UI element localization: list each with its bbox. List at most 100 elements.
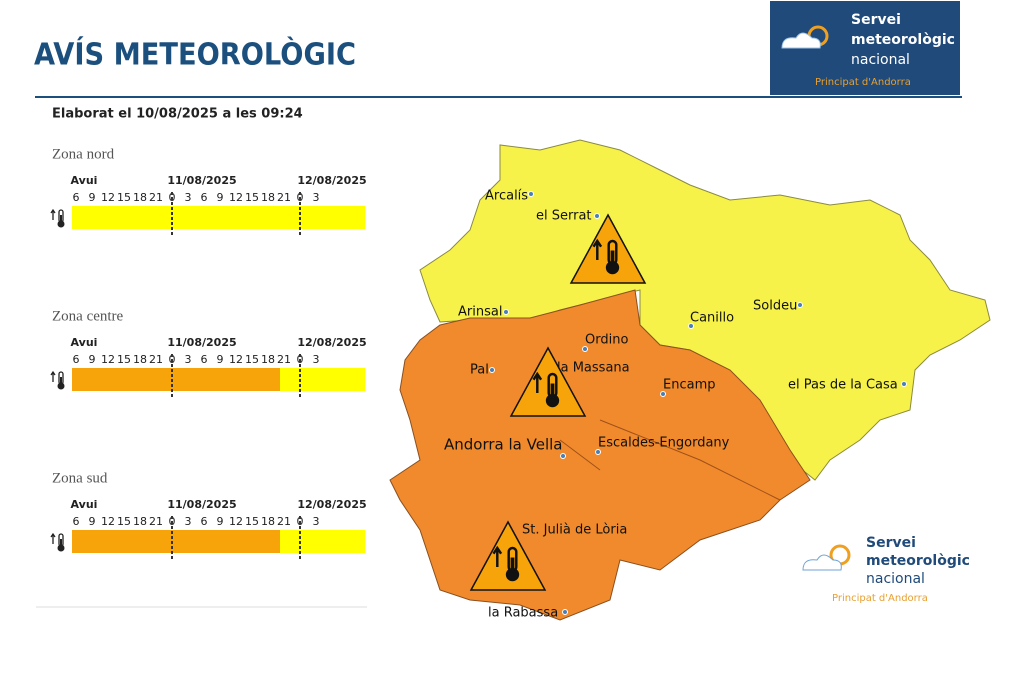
- logo-subtitle: Principat d'Andorra: [832, 593, 928, 604]
- place-dot: [562, 609, 568, 615]
- arrow-up: [50, 370, 56, 382]
- hour-label: 3: [185, 191, 192, 204]
- hour-label: 12: [101, 353, 115, 366]
- zone-centre-south: [389, 289, 811, 621]
- thermometer-icon: [492, 545, 520, 582]
- hour-label: 15: [117, 353, 131, 366]
- hour-label: 9: [217, 515, 224, 528]
- thermometer-bulb: [57, 220, 65, 228]
- place-dot: [594, 213, 600, 219]
- hour-label: 9: [217, 353, 224, 366]
- hour-label: 21: [277, 515, 291, 528]
- day-label: Avui: [71, 174, 98, 187]
- hour-label: 6: [201, 515, 208, 528]
- thermometer-icon: [592, 238, 620, 275]
- zone-name: Zona centre: [52, 308, 124, 324]
- hour-label: 18: [261, 353, 275, 366]
- hour-label: 12: [101, 191, 115, 204]
- hour-label: 9: [89, 353, 96, 366]
- hour-label: 18: [133, 191, 147, 204]
- hour-label: 3: [185, 353, 192, 366]
- warning-segment: [72, 206, 366, 229]
- hour-label: 6: [73, 191, 80, 204]
- logo-text: meteorològic: [851, 32, 955, 48]
- place-label: Ordino: [585, 333, 628, 348]
- place-dot: [595, 449, 601, 455]
- hour-label: 12: [229, 353, 243, 366]
- hour-label: 6: [73, 353, 80, 366]
- thermometer-icon: [50, 208, 65, 228]
- place-label: Arinsal: [458, 305, 502, 320]
- logo-text: nacional: [851, 52, 910, 68]
- place-label: St. Julià de Lòria: [522, 523, 627, 538]
- arrow-up: [50, 532, 56, 544]
- arrow-up: [492, 545, 503, 568]
- warning-segment: [280, 368, 366, 391]
- place-label: Escaldes-Engordany: [598, 436, 730, 451]
- day-label: 12/08/2025: [297, 174, 366, 187]
- hour-label: 21: [149, 353, 163, 366]
- hour-label: 21: [277, 353, 291, 366]
- issued: Elaborat el 10/08/2025 a les 09:24: [52, 107, 303, 122]
- thermometer-bulb: [545, 393, 560, 408]
- hour-label: 12: [229, 515, 243, 528]
- hour-label: 15: [245, 353, 259, 366]
- place-label: Pal: [470, 363, 489, 378]
- arrow-up: [532, 371, 543, 394]
- hour-label: 3: [313, 515, 320, 528]
- warning-segment: [72, 530, 280, 553]
- warning-segment: [280, 530, 366, 553]
- day-label: Avui: [71, 336, 98, 349]
- hour-label: 3: [313, 353, 320, 366]
- hour-label: 15: [245, 515, 259, 528]
- day-label: 11/08/2025: [167, 174, 236, 187]
- hour-label: 9: [89, 515, 96, 528]
- hour-label: 21: [277, 191, 291, 204]
- hour-label: 6: [201, 191, 208, 204]
- thermometer-icon: [50, 532, 65, 552]
- thermometer-bulb: [605, 260, 620, 275]
- day-label: 12/08/2025: [297, 336, 366, 349]
- map: [389, 139, 991, 621]
- hour-label: 21: [149, 515, 163, 528]
- hour-label: 6: [73, 515, 80, 528]
- place-dot: [797, 302, 803, 308]
- logo-cloud: [802, 554, 842, 571]
- place-dot: [901, 381, 907, 387]
- day-label: 11/08/2025: [167, 336, 236, 349]
- place-dot: [503, 309, 509, 315]
- hour-label: 18: [133, 515, 147, 528]
- place-label: Canillo: [690, 311, 734, 326]
- day-label: 12/08/2025: [297, 498, 366, 511]
- warning-segment: [72, 368, 280, 391]
- place-dot: [489, 367, 495, 373]
- hour-label: 9: [89, 191, 96, 204]
- place-dot: [582, 346, 588, 352]
- place-label: la Massana: [557, 361, 630, 376]
- place-label: Arcalís: [485, 189, 528, 204]
- place-dot: [528, 191, 534, 197]
- thermometer-icon: [50, 370, 65, 390]
- logo-cloud: [781, 32, 821, 49]
- hour-label: 15: [245, 191, 259, 204]
- day-label: Avui: [71, 498, 98, 511]
- thermometer-bulb: [505, 567, 520, 582]
- place-label: Encamp: [663, 378, 715, 393]
- place-label: el Serrat: [536, 209, 592, 224]
- place-label: Andorra la Vella: [444, 436, 562, 454]
- hour-label: 3: [313, 191, 320, 204]
- logo-subtitle: Principat d'Andorra: [815, 77, 911, 88]
- logo: Servei meteorològic nacional Principat d…: [770, 1, 960, 95]
- thermometer-bulb: [57, 382, 65, 390]
- logo-map: Servei meteorològic nacional Principat d…: [795, 528, 970, 608]
- day-label: 11/08/2025: [167, 498, 236, 511]
- hour-label: 9: [217, 191, 224, 204]
- thermometer-icon: [532, 371, 560, 408]
- hour-label: 12: [101, 515, 115, 528]
- hour-label: 6: [201, 353, 208, 366]
- place-label: Soldeu: [753, 299, 797, 314]
- hour-label: 21: [149, 191, 163, 204]
- zone-border: [559, 419, 781, 501]
